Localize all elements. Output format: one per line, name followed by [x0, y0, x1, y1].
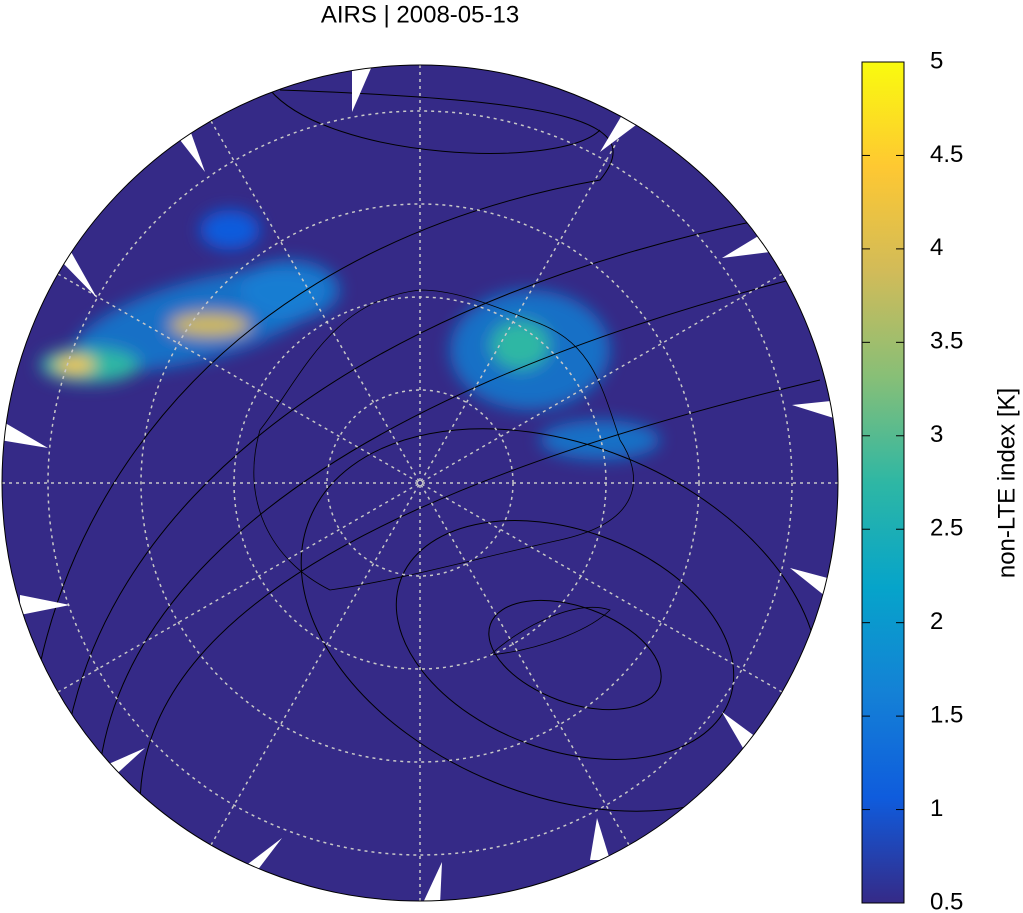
colorbar-tick-label: 3 — [930, 421, 943, 448]
colorbar-tick-label: 0.5 — [930, 888, 963, 913]
colorbar-label: non-LTE index [K] — [993, 388, 1020, 578]
colorbar-tick-label: 2 — [930, 608, 943, 635]
colorbar-tick-label: 2.5 — [930, 515, 963, 542]
graticule — [2, 65, 838, 901]
colorbar-tick-label: 3.5 — [930, 328, 963, 355]
colorbar-tick-label: 5 — [930, 47, 943, 74]
map — [2, 65, 838, 901]
colorbar-tick-label: 4 — [930, 234, 943, 261]
colorbar-tick-label: 4.5 — [930, 141, 963, 168]
colorbar-tick-label: 1.5 — [930, 701, 963, 728]
coastline — [253, 289, 634, 656]
map-border — [1, 64, 839, 902]
map-background — [2, 65, 838, 901]
colorbar — [861, 61, 905, 904]
map-title: AIRS | 2008-05-13 — [321, 1, 519, 28]
colorbar-tick-label: 1 — [930, 795, 943, 822]
